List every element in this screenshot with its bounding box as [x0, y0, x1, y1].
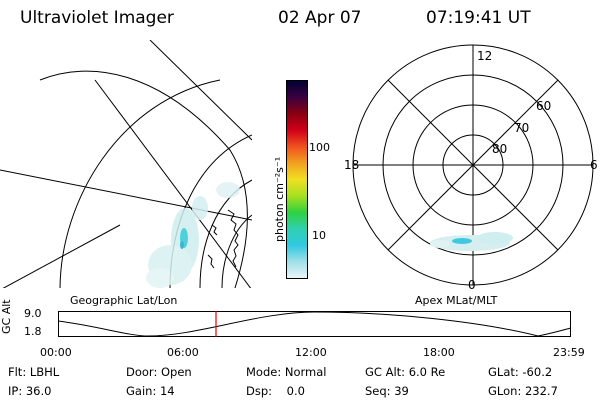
- door-status: Door: Open: [126, 365, 192, 379]
- altitude-xtick: 06:00: [167, 346, 199, 359]
- ip-status: IP: 36.0: [8, 384, 52, 398]
- altitude-xtick: 18:00: [423, 346, 455, 359]
- glat-status: GLat: -60.2: [488, 365, 553, 379]
- colorbar-unit-label: photon cm⁻²s⁻¹: [273, 156, 286, 242]
- coastline: [207, 254, 215, 269]
- altitude-curve: [58, 311, 572, 337]
- altitude-ylabel: GC Alt: [0, 299, 13, 334]
- seq-status: Seq: 39: [365, 384, 409, 398]
- aurora-emission-polar: [430, 232, 513, 251]
- altitude-plot: [58, 311, 572, 337]
- meridian-line: [94, 79, 252, 288]
- altitude-ytick-bottom: 1.8: [24, 325, 42, 338]
- altitude-xtick: 23:59: [553, 346, 585, 359]
- mlt-label-18: 18: [344, 158, 359, 172]
- geographic-caption: Geographic Lat/Lon: [70, 294, 178, 307]
- time-label: 07:19:41 UT: [426, 8, 531, 28]
- date-label: 02 Apr 07: [278, 8, 362, 28]
- latitude-arc: [39, 70, 248, 288]
- gain-status: Gain: 14: [126, 384, 175, 398]
- colorbar-tick-100: 100: [309, 141, 330, 154]
- mlt-label-6: 6: [590, 158, 598, 172]
- instrument-title: Ultraviolet Imager: [20, 8, 174, 28]
- aurora-emission-left: [146, 182, 240, 288]
- glon-status: GLon: 232.7: [488, 384, 558, 398]
- coastline: [227, 209, 239, 268]
- mlt-label-0: 0: [468, 278, 476, 292]
- meridian-line: [149, 40, 252, 141]
- coastline: [211, 224, 218, 236]
- lat-label-60: 60: [536, 99, 551, 113]
- mlt-diagonal: [387, 79, 559, 251]
- altitude-xtick: 12:00: [295, 346, 327, 359]
- gc-alt-status: GC Alt: 6.0 Re: [365, 365, 446, 379]
- mlt-label-12: 12: [477, 49, 492, 63]
- lat-label-70: 70: [514, 121, 529, 135]
- meridian-line: [0, 169, 252, 221]
- latitude-arc: [59, 79, 221, 288]
- colorbar: [286, 80, 308, 279]
- colorbar-tick-10: 10: [312, 229, 326, 242]
- altitude-ytick-top: 9.0: [24, 307, 42, 320]
- filter-status: Flt: LBHL: [8, 365, 60, 379]
- polar-mlt-plot: 12 18 6 0 60 70 80: [344, 44, 598, 292]
- mode-status: Mode: Normal: [246, 365, 327, 379]
- meridian-line: [2, 224, 121, 288]
- latitude-arc: [221, 214, 252, 288]
- altitude-xtick: 00:00: [40, 346, 72, 359]
- lat-label-80: 80: [492, 142, 507, 156]
- polar-caption: Apex MLat/MLT: [415, 294, 498, 307]
- dsp-status: Dsp: 0.0: [246, 384, 305, 398]
- geographic-map: [0, 40, 252, 288]
